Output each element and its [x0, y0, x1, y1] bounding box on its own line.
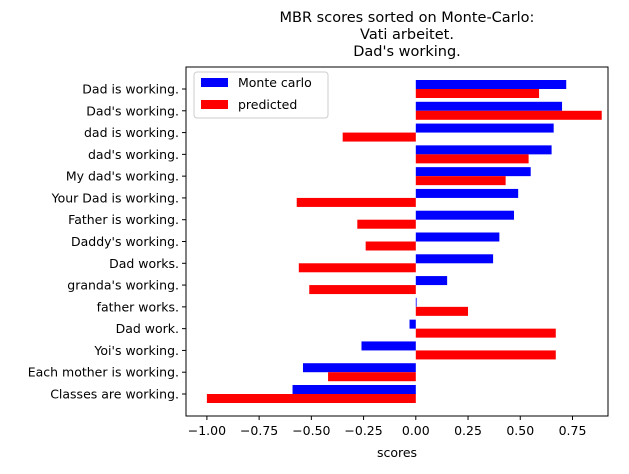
bar-predicted-dad-s-working	[415, 154, 529, 164]
bar-predicted-father-works	[415, 306, 469, 316]
y-tick-label: Classes are working.	[50, 387, 179, 402]
bar-monte-carlo-each-mother-is-working	[302, 363, 416, 373]
bars	[206, 80, 602, 403]
x-tick-label: −0.50	[292, 423, 330, 438]
bar-predicted-father-is-working	[357, 219, 416, 229]
legend-label-predicted: predicted	[238, 97, 297, 112]
bar-predicted-your-dad-is-working	[296, 197, 416, 207]
bar-monte-carlo-dad-work	[409, 319, 416, 329]
bar-predicted-yoi-s-working	[415, 350, 556, 360]
y-tick-label: Dad's working.	[86, 103, 179, 118]
chart-title-line-1: MBR scores sorted on Monte-Carlo:	[280, 10, 535, 26]
bar-predicted-dad-is-working	[415, 89, 540, 98]
x-tick-label: −0.25	[344, 423, 382, 438]
x-axis-ticks: −1.00 −0.75 −0.50 −0.25 0.00 0.25 0.50 0.75	[188, 416, 587, 438]
x-tick-label: −1.00	[188, 423, 226, 438]
y-tick-label: Yoi's working.	[93, 343, 179, 358]
legend-label-monte-carlo: Monte carlo	[238, 75, 312, 90]
bar-monte-carlo-dad-is-working	[415, 123, 554, 133]
y-tick-label: Daddy's working.	[71, 234, 179, 249]
bar-monte-carlo-father-is-working	[415, 210, 514, 220]
chart-title-line-3: Dad's working.	[353, 44, 461, 60]
y-tick-label: Dad works.	[109, 256, 179, 271]
x-tick-label: 0.00	[402, 423, 430, 438]
legend-swatch-monte-carlo	[201, 78, 228, 87]
x-tick-label: 0.75	[559, 423, 587, 438]
y-tick-label: Each mother is working.	[28, 365, 179, 380]
bar-monte-carlo-dad-s-working	[415, 101, 563, 111]
bar-monte-carlo-my-dad-s-working	[415, 167, 531, 177]
y-tick-label: Dad work.	[116, 321, 179, 336]
x-tick-label: 0.50	[506, 423, 534, 438]
x-tick-label: −0.75	[240, 423, 278, 438]
y-tick-label: My dad's working.	[66, 169, 179, 184]
bar-monte-carlo-dad-works	[415, 254, 494, 264]
bar-monte-carlo-classes-are-working	[292, 385, 416, 394]
plot-area-frame	[185, 66, 609, 417]
bar-predicted-dad-is-working	[342, 132, 416, 142]
bar-monte-carlo-dad-is-working	[415, 80, 567, 89]
bar-monte-carlo-father-works	[415, 297, 417, 307]
bar-predicted-classes-are-working	[206, 394, 416, 403]
chart-title: MBR scores sorted on Monte-Carlo: Vati a…	[280, 10, 535, 60]
bar-predicted-daddy-s-working	[365, 241, 416, 251]
y-axis-ticks: Dad is working. Dad's working. dad is work…	[28, 82, 186, 402]
y-tick-label: granda's working.	[67, 278, 179, 293]
bar-predicted-dad-s-working	[415, 110, 602, 120]
bar-monte-carlo-dad-s-working	[415, 145, 552, 155]
y-tick-label: Father is working.	[68, 212, 179, 227]
bar-predicted-granda-s-working	[309, 285, 416, 295]
bar-predicted-dad-works	[298, 263, 416, 273]
bar-monte-carlo-granda-s-working	[415, 276, 448, 286]
x-tick-label: 0.25	[454, 423, 482, 438]
legend-swatch-predicted	[201, 100, 228, 109]
bar-predicted-my-dad-s-working	[415, 176, 506, 186]
bar-monte-carlo-daddy-s-working	[415, 232, 500, 242]
y-tick-label: Dad is working.	[82, 82, 179, 97]
bar-predicted-dad-work	[415, 328, 556, 338]
chart-title-line-2: Vati arbeitet.	[360, 27, 454, 43]
y-tick-label: Your Dad is working.	[51, 190, 179, 205]
bar-predicted-each-mother-is-working	[328, 372, 416, 382]
y-tick-label: dad is working.	[84, 125, 179, 140]
bar-monte-carlo-your-dad-is-working	[415, 188, 519, 198]
y-tick-label: dad's working.	[88, 147, 179, 162]
bar-monte-carlo-yoi-s-working	[361, 341, 416, 351]
x-axis-label: scores	[377, 445, 417, 460]
y-tick-label: father works.	[97, 299, 179, 314]
legend: Monte carlo predicted	[193, 71, 329, 119]
